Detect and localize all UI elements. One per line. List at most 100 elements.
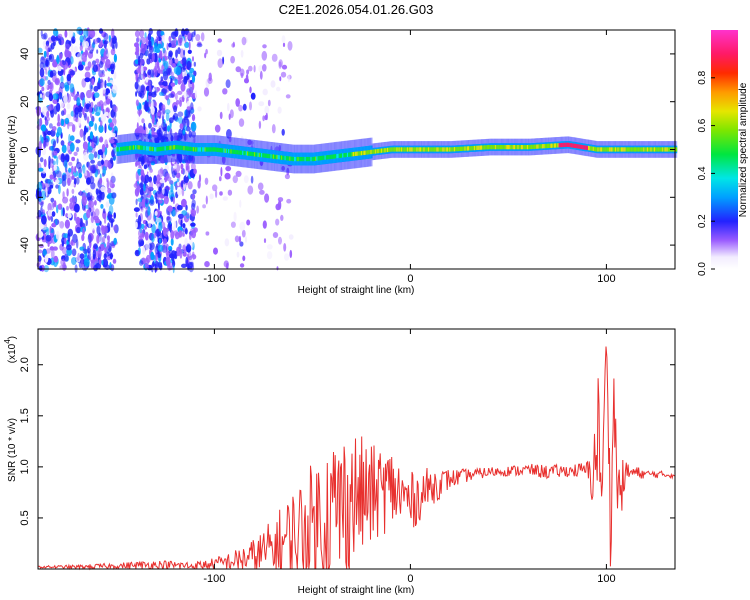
ridge-core xyxy=(416,147,419,152)
noise-speck xyxy=(289,249,293,259)
noise-speck xyxy=(56,156,59,166)
noise-speck xyxy=(187,181,193,190)
ridge-core xyxy=(665,147,668,152)
noise-speck xyxy=(73,170,79,177)
noise-speck xyxy=(98,28,104,34)
ridge-core xyxy=(125,146,128,151)
ridge-core xyxy=(437,147,440,152)
noise-speck xyxy=(154,110,157,119)
ridge-core xyxy=(644,147,647,152)
noise-speck xyxy=(173,163,177,170)
noise-speck xyxy=(89,131,94,140)
noise-speck xyxy=(177,213,184,219)
noise-speck xyxy=(48,155,51,166)
ridge-core xyxy=(425,147,428,152)
ridge-core xyxy=(322,155,325,160)
ridge-core xyxy=(579,144,582,149)
ridge-core xyxy=(640,147,644,152)
noise-speck xyxy=(186,106,191,111)
ridge-core xyxy=(633,147,636,152)
noise-speck xyxy=(169,128,173,137)
noise-speck xyxy=(165,155,168,163)
noise-speck xyxy=(110,63,115,70)
noise-speck xyxy=(112,258,117,264)
noise-speck xyxy=(281,128,285,136)
noise-speck xyxy=(286,198,292,204)
noise-speck xyxy=(55,179,60,184)
noise-speck xyxy=(171,157,176,165)
noise-speck xyxy=(276,266,279,271)
noise-speck xyxy=(92,64,98,73)
ridge-core xyxy=(131,145,134,150)
ridge-core xyxy=(305,156,308,162)
ridge-core xyxy=(453,147,457,152)
noise-speck xyxy=(63,233,69,239)
noise-speck xyxy=(185,256,189,267)
ridge-core xyxy=(154,147,157,152)
noise-speck xyxy=(234,235,240,243)
ridge-core xyxy=(468,146,471,151)
ridge-core xyxy=(218,147,221,153)
noise-speck xyxy=(88,200,92,206)
noise-speck xyxy=(139,227,143,234)
ridge-core xyxy=(306,156,310,162)
noise-speck xyxy=(41,215,47,225)
noise-speck xyxy=(167,98,171,106)
noise-speck xyxy=(153,255,156,264)
ridge-core xyxy=(646,147,649,152)
ridge-core xyxy=(478,145,481,150)
noise-speck xyxy=(236,251,240,258)
ridge-core xyxy=(515,145,518,150)
noise-speck xyxy=(166,42,169,51)
noise-speck xyxy=(191,203,196,210)
ridge-core xyxy=(369,150,372,155)
noise-speck xyxy=(57,113,60,124)
noise-speck xyxy=(202,204,207,209)
ridge-core xyxy=(274,154,277,159)
noise-speck xyxy=(259,189,265,195)
ridge-core xyxy=(548,143,551,148)
ridge-core xyxy=(508,145,511,150)
noise-speck xyxy=(49,70,54,78)
noise-speck xyxy=(73,151,78,156)
noise-speck xyxy=(240,49,244,58)
noise-speck xyxy=(135,212,138,218)
noise-speck xyxy=(262,44,267,49)
noise-speck xyxy=(103,40,108,49)
ridge-core xyxy=(345,152,348,158)
ridge-core xyxy=(477,145,480,150)
noise-speck xyxy=(216,49,223,57)
ridge-core xyxy=(585,145,588,150)
noise-speck xyxy=(103,225,108,234)
ridge-core xyxy=(219,148,223,153)
noise-speck xyxy=(188,262,195,273)
ridge-core xyxy=(502,145,505,150)
ridge-core xyxy=(283,155,286,161)
ridge-core xyxy=(586,145,589,151)
noise-speck xyxy=(139,36,146,45)
colorbar: 0.0 0.2 0.4 0.6 0.8 Normalized spectral ampl… xyxy=(697,30,749,276)
noise-speck xyxy=(71,156,75,162)
ridge-core xyxy=(408,147,411,152)
ridge-core xyxy=(117,147,120,152)
noise-speck xyxy=(38,197,42,203)
noise-speck xyxy=(163,60,169,70)
ridge-core xyxy=(164,146,167,151)
ridge-core xyxy=(150,146,153,151)
ridge-core xyxy=(609,147,612,152)
ridge-core xyxy=(326,155,330,160)
noise-speck xyxy=(87,245,90,254)
spectrogram-x-ticks: -100 0 100 xyxy=(203,30,616,285)
ridge-core xyxy=(169,145,172,150)
noise-speck xyxy=(174,58,179,64)
noise-speck xyxy=(170,82,176,87)
noise-speck xyxy=(233,211,237,222)
noise-speck xyxy=(46,111,50,118)
noise-speck xyxy=(151,52,155,62)
ridge-core xyxy=(588,145,591,151)
ridge-core xyxy=(379,148,382,153)
ridge-core xyxy=(517,145,520,150)
noise-speck xyxy=(69,70,76,76)
ridge-core xyxy=(310,156,313,162)
noise-speck xyxy=(107,92,113,100)
